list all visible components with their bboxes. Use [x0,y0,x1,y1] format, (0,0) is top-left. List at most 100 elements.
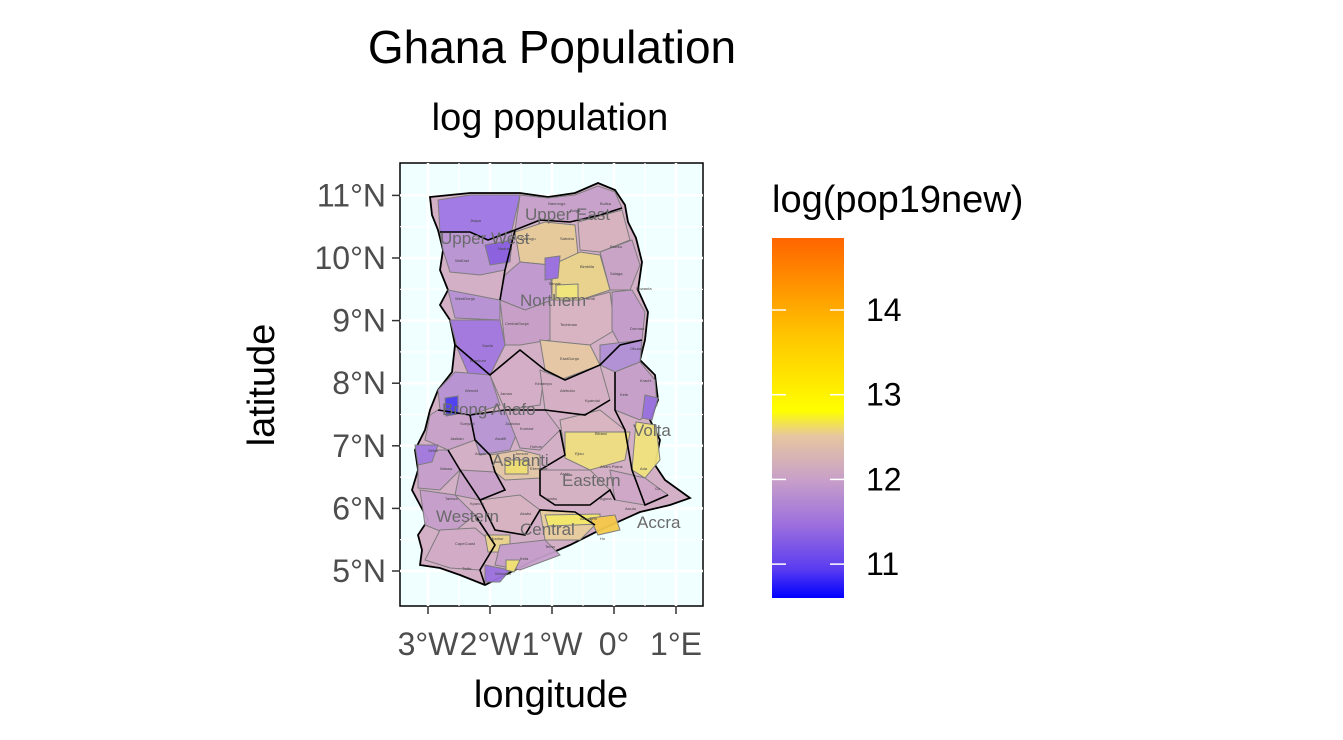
region-boundaries [437,207,669,586]
legend-colorbar [772,238,844,598]
x-axis-title: longitude [474,674,628,716]
region-label-western: Western [436,507,499,526]
district-patch-v-3 [631,421,661,479]
district-label-41: Jaman [500,391,512,396]
region-boundary-volta [614,372,669,507]
x-tick-label-2: 1°W [522,626,584,662]
y-axis-title: latitude [241,324,283,447]
district-label-21: Tema [545,544,556,549]
district-label-22: Winneba [495,571,512,576]
district-patch-w-4 [414,444,439,466]
district-labels: WaEast Jirapa Nadowli WestGonja CentralGonja… [428,201,661,576]
x-tick-label-0: 3°W [398,626,460,662]
district-label-49: Ga [655,486,661,491]
legend: log(pop19new) 11 12 13 14 [772,179,1023,598]
district-label-42: Kpandai [585,398,600,403]
district-label-1: Jirapa [470,218,482,223]
district-label-25: Wassa [440,466,453,471]
district-label-51: Agona [600,496,612,501]
district-patch-a-5 [504,459,529,475]
district-label-27: Juaboso [505,421,521,426]
district-label-12: Sunyani [460,421,475,426]
district-label-16: Afram Plains [600,464,623,469]
legend-ticks: 11 12 13 14 [772,292,902,582]
district-patch-n-7 [544,255,561,281]
district-label-23: CapeCoast [455,541,476,546]
region-boundary-eastern [539,429,616,506]
district-label-18: Akuapem [580,516,598,521]
district-label-34: Zabzugu [520,236,536,241]
district-label-52: Assin [560,471,570,476]
district-label-57: Aowin [475,451,486,456]
ghana-map: Upper East Upper West Northern Brong Aha… [411,182,692,586]
y-tick-label-1: 6°N [332,490,386,526]
district-label-8: EastGonja [560,356,579,361]
district-label-5: Sawla [482,343,494,348]
district-label-29: Nkwanta [636,286,652,291]
district-label-13: Asutifi [495,436,506,441]
district-label-10: Kintampo [535,381,553,386]
district-label-28: Krachi [640,378,651,383]
district-patch-uw-3 [484,239,513,266]
legend-break-label-0: 11 [866,546,899,582]
district-label-45: Hohoe [530,444,543,449]
district-patch-n-6 [555,283,579,299]
chart-title: Ghana Population [368,21,736,73]
region-label-central: Central [520,520,575,539]
district-label-7: Tamale [548,281,562,286]
district-label-36: Bimbilla [580,264,595,269]
district-label-6: Yendi [585,296,595,301]
district-label-50: Awutu [625,506,636,511]
region-label-eastern: Eastern [562,471,621,490]
district-label-19: Ho [600,536,606,541]
region-labels: Upper East Upper West Northern Brong Aha… [436,205,681,539]
district-label-43: Kete [620,392,629,397]
region-boundary-uw [499,229,516,301]
district-label-46: Kpando [470,501,485,506]
district-label-20: Keta [520,556,529,561]
x-axis: 3°W 2°W 1°W 0° 1°E [398,606,702,662]
y-axis: 5°N 6°N 7°N 8°N 9°N 10°N 11°N [315,177,400,589]
district-label-0: WaEast [455,258,470,263]
y-tick-label-3: 8°N [332,365,386,401]
region-label-accra: Accra [637,513,681,532]
district-label-17: Kwahu [545,496,557,501]
district-patch-w-5 [419,489,476,536]
y-tick-label-5: 10°N [315,240,387,276]
district-label-31: Bolga [570,208,581,213]
y-tick-label-4: 9°N [332,303,386,339]
district-label-37: Salaga [610,271,623,276]
district-patch-w-8 [484,564,511,583]
district-patches [414,185,669,583]
district-label-35: Saboba [560,236,575,241]
district-label-59: Obuasi [630,346,643,351]
legend-title: log(pop19new) [772,179,1023,221]
region-boundary-central [479,499,596,536]
district-label-3: WestGonja [455,296,475,301]
region-label-upper-east: Upper East [525,205,610,224]
district-patch-n-5 [599,239,641,291]
legend-break-label-3: 14 [866,292,902,328]
district-label-48: Ada [640,466,648,471]
legend-break-label-2: 13 [866,377,902,413]
region-label-volta: Volta [633,421,671,440]
district-label-56: Jomoro [515,451,529,456]
region-boundary-ba [437,399,611,416]
district-label-54: Mpohor [490,536,504,541]
district-label-58: Bibiani [595,431,607,436]
region-boundary-ashanti [447,414,507,501]
district-label-9: Wenchi [465,388,478,393]
district-label-26: Sefwi [428,448,438,453]
district-label-39: Dormaa [630,326,645,331]
region-label-ashanti: Ashanti [492,451,549,470]
district-label-32: Navrongo [548,201,566,206]
x-tick-label-4: 1°E [650,626,702,662]
district-patch-n-11 [539,339,601,381]
district-label-11: Atebubu [560,388,575,393]
x-tick-label-1: 2°W [460,626,522,662]
district-label-2: Nadowli [498,246,512,251]
region-label-upper-west: Upper West [440,229,530,248]
region-boundary-western [474,514,496,586]
region-boundary-n-south [454,339,643,381]
y-tick-label-6: 11°N [317,177,386,213]
